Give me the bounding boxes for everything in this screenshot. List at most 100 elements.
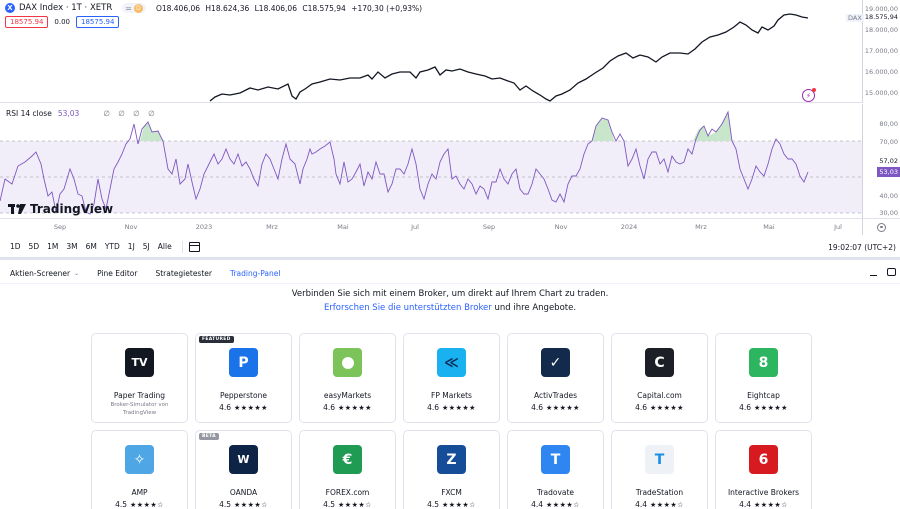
broker-name: Tradovate (536, 488, 575, 497)
range-ytd-button[interactable]: YTD (104, 242, 120, 251)
maximize-icon[interactable] (887, 267, 896, 276)
tab-label: Strategietester (155, 268, 212, 278)
chevron-down-icon[interactable]: ⌄ (74, 269, 80, 277)
time-axis[interactable]: Sep Nov 2023 Mrz Mai Jul Sep Nov 2024 Mr… (0, 218, 862, 235)
range-5d-button[interactable]: 5D (28, 242, 40, 251)
price-axis-label: 18.000,00 (864, 26, 898, 34)
time-label: 2023 (195, 223, 213, 231)
symbol-title[interactable]: DAX Index · 1T · XETR (19, 3, 113, 13)
broker-card-interactive-brokers[interactable]: 6 Interactive Brokers 4.4 ★★★★☆ (715, 430, 812, 509)
broker-name: AMP (131, 488, 148, 497)
time-label: Mrz (266, 223, 278, 231)
rating-value: 4.6 (427, 403, 440, 412)
broker-name: Capital.com (637, 391, 682, 400)
broker-card-paper-trading[interactable]: TV Paper Trading Broker-Simulator von Tr… (91, 333, 188, 423)
broker-card-oanda[interactable]: BETA W OANDA 4.5 ★★★★☆ (195, 430, 292, 509)
forex-com-logo-icon: € (333, 445, 362, 474)
time-label: Nov (554, 223, 568, 231)
bottom-panel-tabs: Aktien-Screener ⌄ Pine Editor Strategiet… (0, 263, 900, 283)
rating-value: 4.5 (323, 500, 336, 509)
range-5j-button[interactable]: 5J (142, 242, 150, 251)
tradingview-watermark[interactable]: TradingView (8, 202, 113, 216)
chart-settings-button[interactable] (862, 218, 900, 235)
clock-timezone[interactable]: 19:02:07 (UTC+2) (828, 243, 896, 252)
price-chart-pane[interactable]: X DAX Index · 1T · XETR = D O18.406,06 H… (0, 0, 862, 103)
rsi-label[interactable]: RSI 14 close (6, 109, 52, 118)
buy-button[interactable]: 18575.94 (76, 16, 120, 28)
broker-name: ActivTrades (533, 391, 578, 400)
market-status-pill[interactable]: = D (122, 3, 146, 13)
rsi-axis[interactable]: 80,00 70,00 57,02 53,03 40,00 30,00 (862, 104, 900, 218)
broker-card-fxcm[interactable]: Z FXCM 4.5 ★★★★☆ (403, 430, 500, 509)
broker-name: Paper Trading (113, 391, 166, 400)
connect-broker-message: Verbinden Sie sich mit einem Broker, um … (291, 289, 609, 299)
range-3m-button[interactable]: 3M (66, 242, 78, 251)
spread-value: 0.00 (54, 18, 70, 26)
tab-aktien-screener[interactable]: Aktien-Screener ⌄ (10, 269, 79, 278)
range-1j-button[interactable]: 1J (127, 242, 135, 251)
rsi-ma-label: 57,02 (879, 157, 898, 165)
broker-name: Pepperstone (220, 391, 267, 400)
stars-icon: ★★★★☆ (650, 500, 684, 509)
buy-sell-panel: 18575.94 0.00 18575.94 (5, 16, 120, 28)
stars-icon: ★★★★★ (338, 403, 372, 412)
fp-markets-logo-icon: ≪ (437, 348, 466, 377)
easymarkets-logo-icon (333, 348, 362, 377)
range-alle-button[interactable]: Alle (157, 242, 172, 251)
chart-legend: X DAX Index · 1T · XETR = D O18.406,06 H… (5, 3, 425, 13)
sell-button[interactable]: 18575.94 (5, 16, 49, 28)
close-value: C18.575,94 (302, 3, 346, 13)
price-axis[interactable]: 19.000,00 18.000,00 17.000,00 16.000,00 … (862, 0, 900, 103)
broker-card-tradovate[interactable]: T Tradovate 4.4 ★★★★☆ (507, 430, 604, 509)
flash-icon[interactable]: ⚡ (802, 88, 816, 102)
broker-name: TradeStation (635, 488, 684, 497)
time-label: Sep (53, 223, 67, 231)
rating-value: 4.6 (323, 403, 336, 412)
open-value: O18.406,06 (155, 3, 201, 13)
broker-card-activtrades[interactable]: ✓ ActivTrades 4.6 ★★★★★ (507, 333, 604, 423)
featured-badge: FEATURED (199, 336, 234, 343)
broker-card-forex-com[interactable]: € FOREX.com 4.5 ★★★★☆ (299, 430, 396, 509)
rating-value: 4.4 (531, 500, 544, 509)
broker-name: FP Markets (431, 391, 472, 400)
goto-date-calendar-icon[interactable] (188, 241, 200, 252)
tab-trading-panel[interactable]: Trading-Panel (230, 269, 280, 278)
rsi-axis-label: 80,00 (879, 120, 898, 128)
broker-name: Eightcap (747, 391, 780, 400)
rsi-legend: RSI 14 close 53,03 ∅ ∅ ∅ ∅ (6, 109, 158, 118)
rsi-axis-label: 40,00 (879, 192, 898, 200)
tab-pine-editor[interactable]: Pine Editor (97, 269, 137, 278)
minimize-icon[interactable] (870, 275, 877, 276)
stars-icon: ★★★★★ (442, 403, 476, 412)
rsi-value: 53,03 (57, 109, 80, 118)
broker-rating: 4.6 ★★★★★ (323, 403, 372, 412)
broker-card-tradestation[interactable]: T TradeStation 4.4 ★★★★☆ (611, 430, 708, 509)
broker-card-easymarkets[interactable]: easyMarkets 4.6 ★★★★★ (299, 333, 396, 423)
stars-icon: ★★★★★ (754, 403, 788, 412)
broker-card-eightcap[interactable]: 8 Eightcap 4.6 ★★★★★ (715, 333, 812, 423)
tab-strategietester[interactable]: Strategietester (155, 269, 212, 278)
fxcm-logo-icon: Z (437, 445, 466, 474)
activtrades-logo-icon: ✓ (541, 348, 570, 377)
broker-card-pepperstone[interactable]: FEATURED P Pepperstone 4.6 ★★★★★ (195, 333, 292, 423)
oanda-logo-icon: W (229, 445, 258, 474)
interactive-brokers-logo-icon: 6 (749, 445, 778, 474)
high-value: H18.624,36 (205, 3, 250, 13)
stars-icon: ★★★★★ (234, 403, 268, 412)
broker-card-amp[interactable]: ✧ AMP 4.5 ★★★★☆ (91, 430, 188, 509)
price-axis-label: 19.000,00 (864, 5, 898, 13)
broker-subtitle: Broker-Simulator von TradingView (110, 402, 169, 416)
broker-rating: 4.4 ★★★★☆ (635, 500, 684, 509)
range-1d-button[interactable]: 1D (10, 242, 21, 251)
broker-grid: TV Paper Trading Broker-Simulator von Tr… (91, 333, 812, 509)
broker-card-fp-markets[interactable]: ≪ FP Markets 4.6 ★★★★★ (403, 333, 500, 423)
time-label: Mai (337, 223, 349, 231)
range-1m-button[interactable]: 1M (47, 242, 59, 251)
rating-value: 4.6 (531, 403, 544, 412)
explore-brokers-link[interactable]: Erforschen Sie die unterstützten Broker (323, 303, 492, 313)
range-6m-button[interactable]: 6M (85, 242, 97, 251)
broker-card-capital-com[interactable]: C Capital.com 4.6 ★★★★★ (611, 333, 708, 423)
rsi-pane[interactable]: RSI 14 close 53,03 ∅ ∅ ∅ ∅ TradingView (0, 104, 862, 218)
broker-rating: 4.4 ★★★★☆ (531, 500, 580, 509)
broker-rating: 4.5 ★★★★☆ (115, 500, 164, 509)
